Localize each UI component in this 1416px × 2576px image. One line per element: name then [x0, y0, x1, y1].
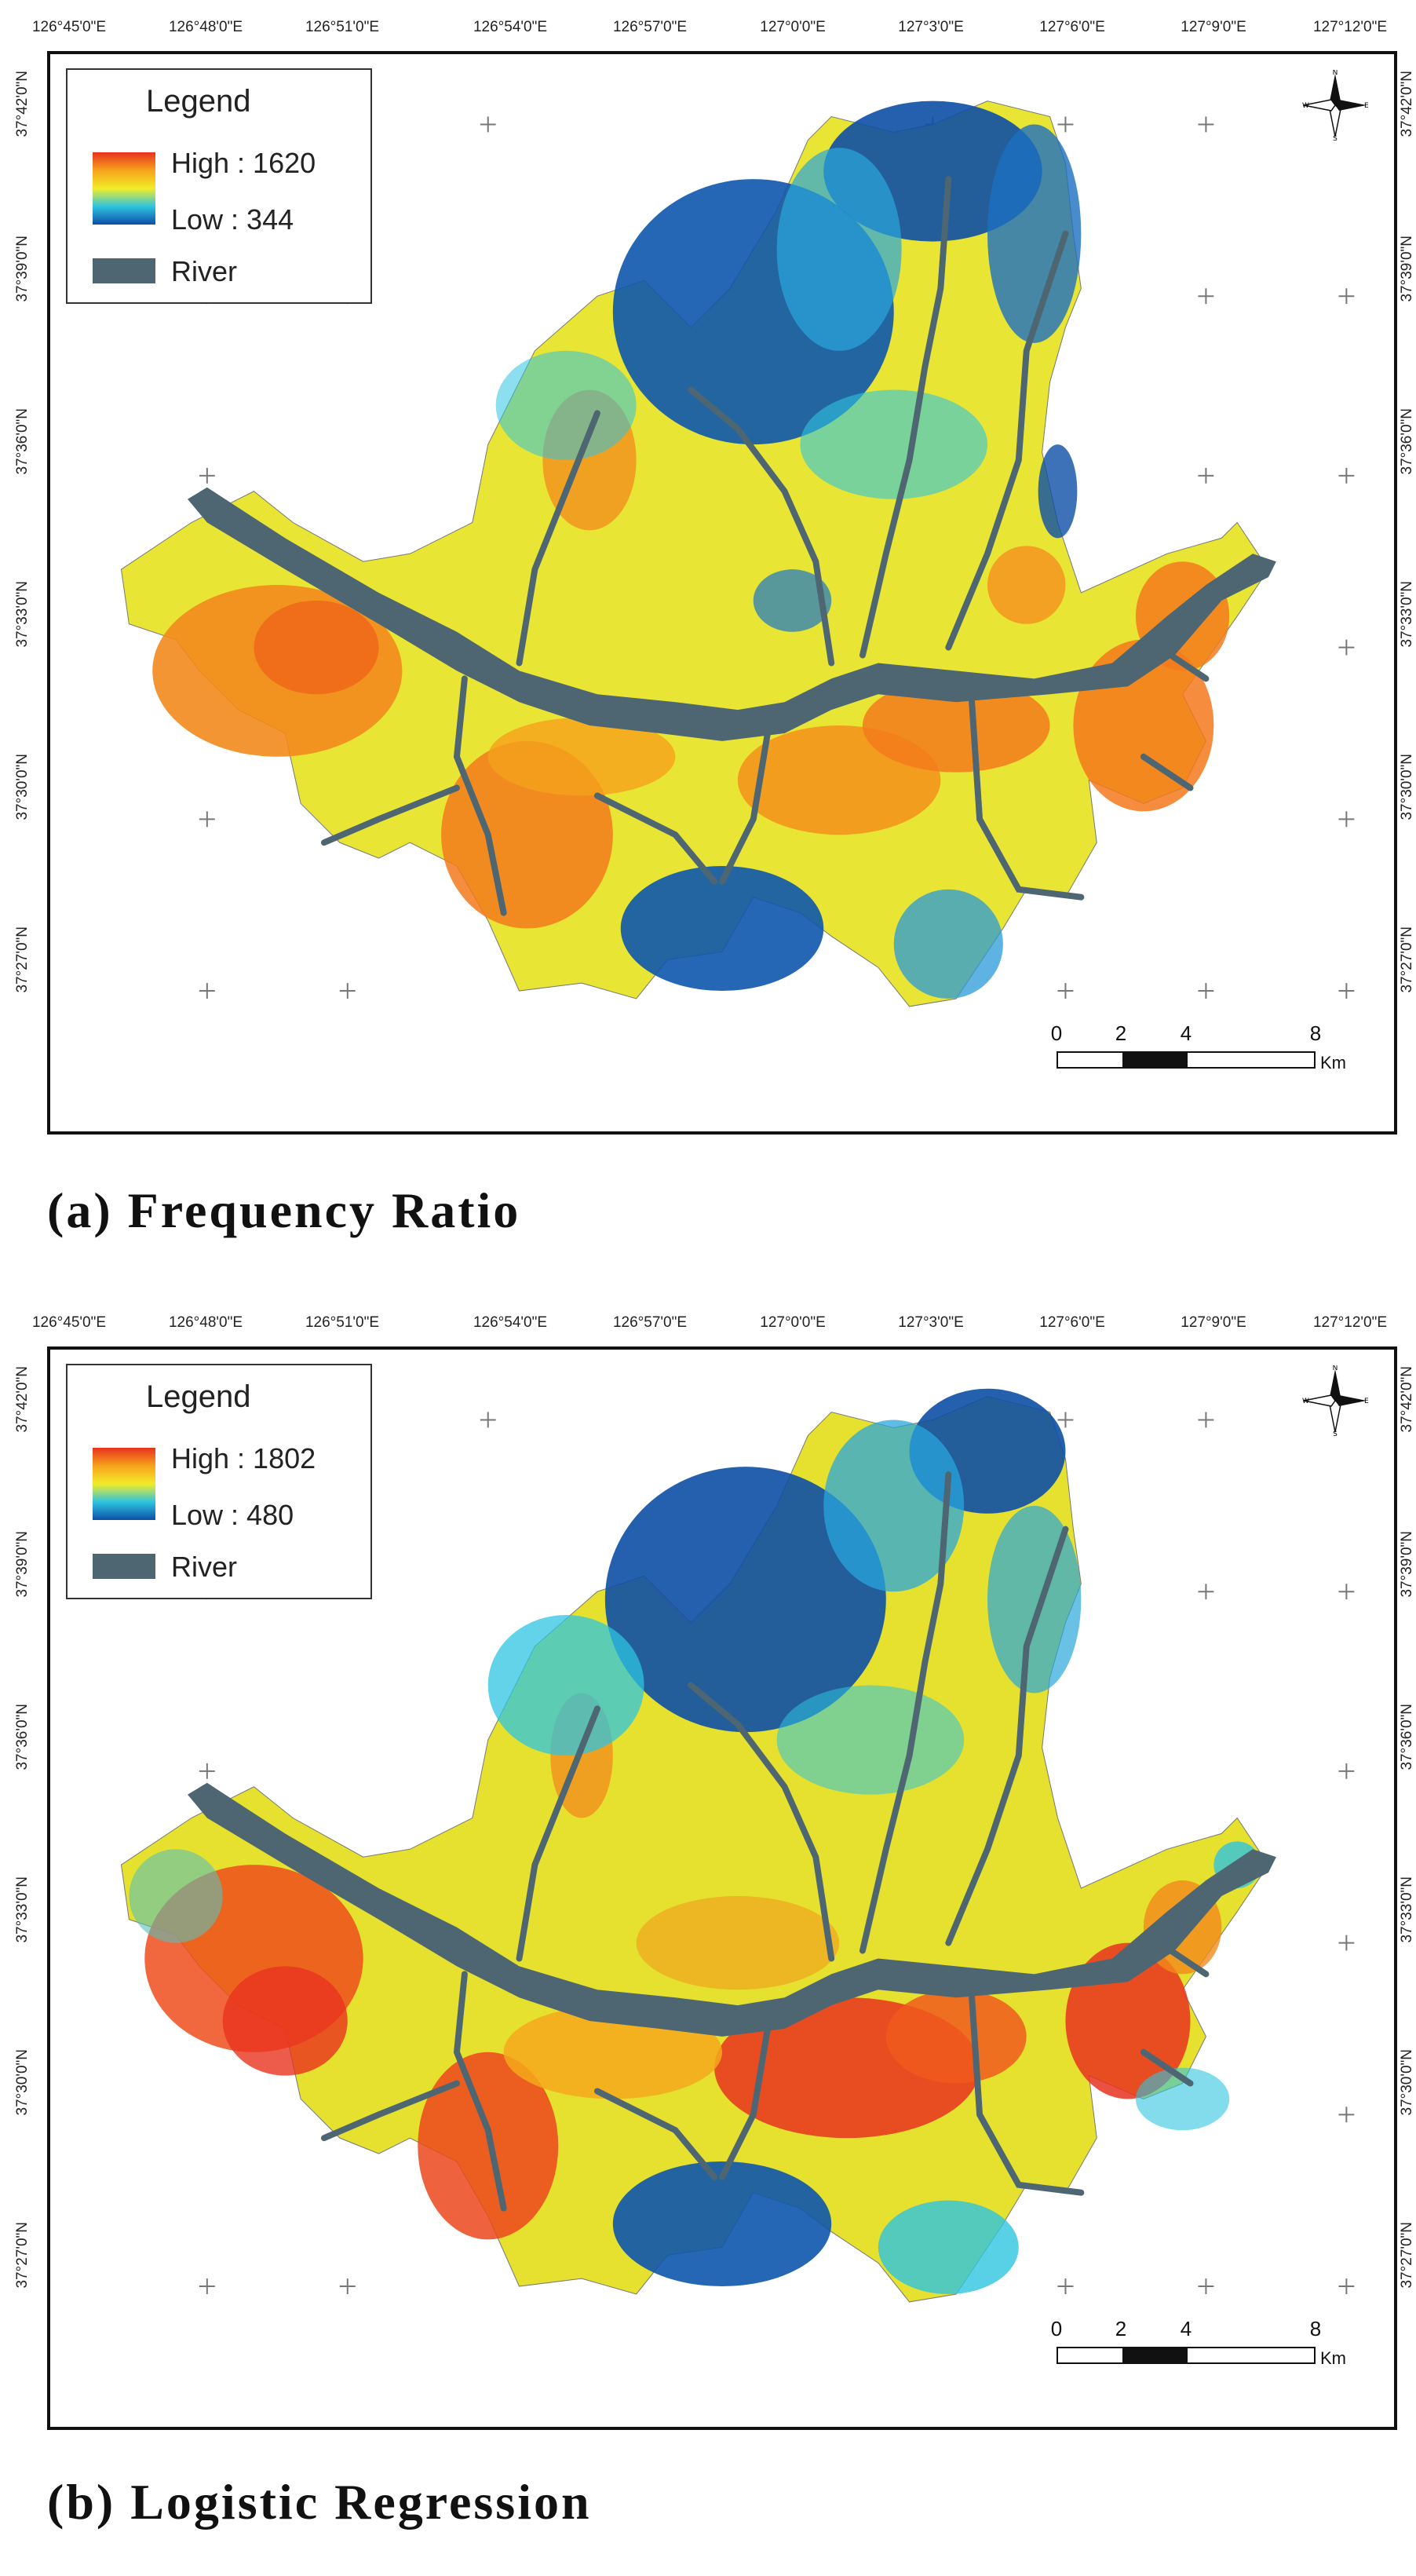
lon-label-top: 127°12'0"E	[1312, 1314, 1388, 1331]
scale-bar: 0 2 4 8 Km	[1051, 2317, 1347, 2380]
legend-box: Legend High : 1620 Low : 344 River	[66, 68, 372, 304]
lon-label-top: 126°48'0"E	[168, 1314, 243, 1331]
map-panel-logistic-regression: 126°45'0"E 126°48'0"E 126°51'0"E 126°54'…	[0, 1295, 1416, 2576]
lon-label-top: 126°48'0"E	[168, 19, 243, 35]
panel-caption: (b) Logistic Regression	[47, 2474, 592, 2530]
lat-label-left: 37°36'0"N	[14, 1704, 31, 1770]
lat-label-left: 37°42'0"N	[14, 71, 31, 137]
compass-n: N	[1333, 70, 1338, 77]
lon-label-top: 127°9'0"E	[1181, 1314, 1246, 1331]
lat-label-left: 37°39'0"N	[14, 1531, 31, 1598]
lon-label-top: 127°0'0"E	[760, 1314, 826, 1331]
lon-label-top: 127°3'0"E	[898, 1314, 964, 1331]
map-frame: Legend High : 1620 Low : 344 River N S W…	[47, 51, 1397, 1135]
lat-label-right: 37°33'0"N	[1399, 1876, 1415, 1943]
lat-label-left: 37°42'0"N	[14, 1366, 31, 1433]
panel-caption: (a) Frequency Ratio	[47, 1182, 521, 1238]
lat-label-left: 37°27'0"N	[14, 2222, 31, 2289]
scale-tick: 4	[1180, 1021, 1192, 1045]
compass-w: W	[1302, 1398, 1309, 1405]
scale-tick: 8	[1309, 2317, 1322, 2340]
scale-bar-segments	[1057, 1051, 1316, 1069]
scale-bar-segments	[1057, 2347, 1316, 2364]
lat-label-right: 37°36'0"N	[1399, 1704, 1415, 1770]
legend-high-label: High : 1620	[171, 147, 316, 179]
scale-tick: 2	[1115, 2317, 1127, 2340]
tributaries	[320, 176, 1210, 916]
han-river	[187, 1782, 1276, 2037]
han-river	[187, 487, 1276, 741]
legend-river-label: River	[171, 1551, 238, 1583]
lon-label-top: 127°0'0"E	[760, 19, 826, 35]
lon-label-top: 126°45'0"E	[31, 1314, 107, 1331]
lat-label-left: 37°39'0"N	[14, 236, 31, 302]
lat-label-right: 37°30'0"N	[1399, 2049, 1415, 2116]
lat-label-left: 37°33'0"N	[14, 581, 31, 648]
legend-low-label: Low : 480	[171, 1499, 294, 1531]
compass-s: S	[1333, 135, 1338, 141]
north-arrow-icon: N S W E	[1302, 1365, 1369, 1436]
tributaries	[320, 1471, 1210, 2212]
lon-label-top: 126°57'0"E	[612, 19, 688, 35]
legend-river-swatch	[93, 258, 155, 283]
lon-label-top: 126°54'0"E	[473, 19, 548, 35]
lon-label-top: 126°45'0"E	[31, 19, 107, 35]
lon-label-top: 126°51'0"E	[305, 1314, 380, 1331]
legend-river-swatch	[93, 1554, 155, 1579]
compass-e: E	[1364, 1398, 1369, 1405]
lon-label-top: 127°6'0"E	[1039, 1314, 1105, 1331]
lat-label-right: 37°27'0"N	[1399, 2222, 1415, 2289]
lat-label-right: 37°30'0"N	[1399, 754, 1415, 820]
scale-tick: 0	[1050, 1021, 1063, 1045]
lat-label-right: 37°39'0"N	[1399, 236, 1415, 302]
lat-label-right: 37°27'0"N	[1399, 926, 1415, 993]
lat-label-right: 37°33'0"N	[1399, 581, 1415, 648]
compass-e: E	[1364, 102, 1369, 110]
scale-tick: 8	[1309, 1021, 1322, 1045]
lon-label-top: 126°57'0"E	[612, 1314, 688, 1331]
legend-low-label: Low : 344	[171, 203, 294, 236]
lon-label-top: 126°51'0"E	[305, 19, 380, 35]
lat-label-left: 37°36'0"N	[14, 408, 31, 475]
lon-label-top: 127°9'0"E	[1181, 19, 1246, 35]
legend-box: Legend High : 1802 Low : 480 River	[66, 1364, 372, 1599]
lat-label-right: 37°36'0"N	[1399, 408, 1415, 475]
legend-title: Legend	[146, 1379, 251, 1414]
legend-color-ramp	[93, 152, 155, 225]
scale-unit: Km	[1320, 1053, 1346, 1072]
lat-label-left: 37°33'0"N	[14, 1876, 31, 1943]
lat-label-left: 37°27'0"N	[14, 926, 31, 993]
map-frame: Legend High : 1802 Low : 480 River N S W…	[47, 1346, 1397, 2430]
lat-label-right: 37°42'0"N	[1399, 1366, 1415, 1433]
scale-tick: 4	[1180, 2317, 1192, 2340]
lat-label-left: 37°30'0"N	[14, 754, 31, 820]
lon-label-top: 127°3'0"E	[898, 19, 964, 35]
scale-tick: 2	[1115, 1021, 1127, 1045]
legend-high-label: High : 1802	[171, 1442, 316, 1474]
susceptibility-map	[120, 1388, 1355, 2303]
compass-s: S	[1333, 1431, 1338, 1436]
lat-label-right: 37°42'0"N	[1399, 71, 1415, 137]
compass-w: W	[1302, 102, 1309, 110]
lat-label-left: 37°30'0"N	[14, 2049, 31, 2116]
susceptibility-map	[120, 100, 1355, 1007]
lon-label-top: 127°6'0"E	[1039, 19, 1105, 35]
legend-river-label: River	[171, 255, 238, 287]
scale-unit: Km	[1320, 2348, 1346, 2368]
north-arrow-icon: N S W E	[1302, 70, 1369, 141]
legend-title: Legend	[146, 84, 251, 119]
legend-color-ramp	[93, 1448, 155, 1520]
lon-label-top: 127°12'0"E	[1312, 19, 1388, 35]
compass-n: N	[1333, 1365, 1338, 1372]
scale-tick: 0	[1050, 2317, 1063, 2340]
lon-label-top: 126°54'0"E	[473, 1314, 548, 1331]
map-panel-frequency-ratio: 126°45'0"E 126°48'0"E 126°51'0"E 126°54'…	[14, 19, 1415, 1238]
lat-label-right: 37°39'0"N	[1399, 1531, 1415, 1598]
scale-bar: 0 2 4 8 Km	[1051, 1021, 1347, 1084]
